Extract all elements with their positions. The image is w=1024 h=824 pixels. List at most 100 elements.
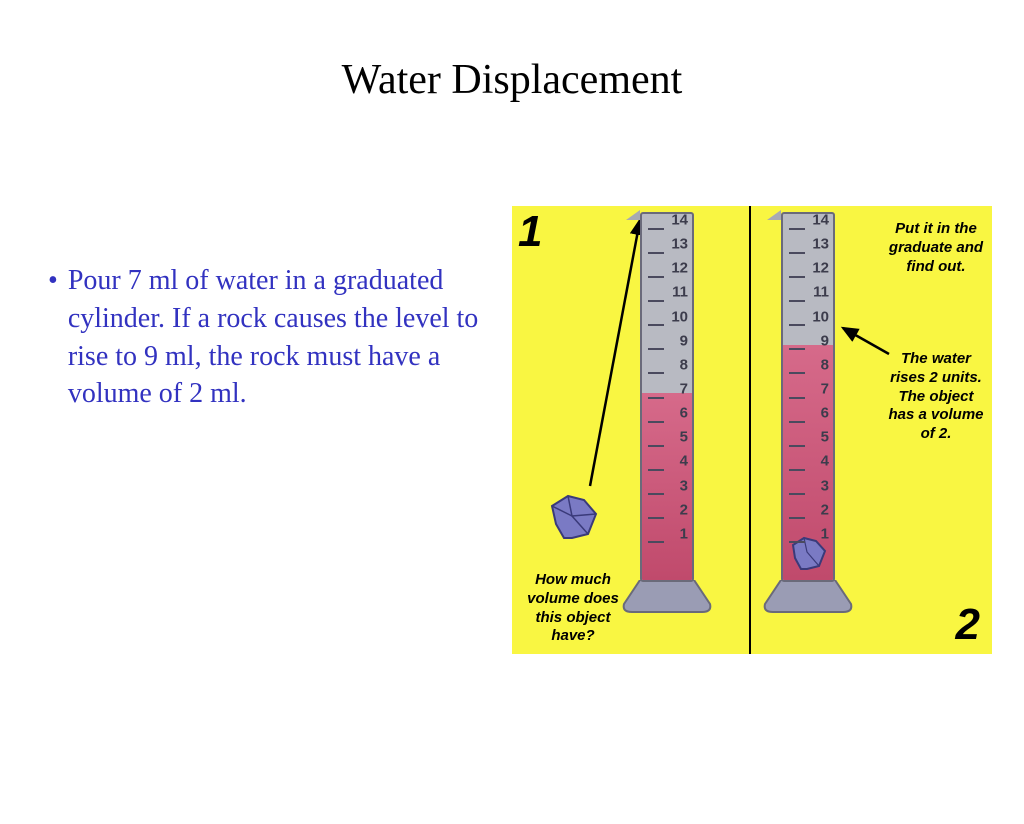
tick-label: 10 [671, 308, 688, 325]
graduated-cylinder-2: 14 13 12 11 10 9 8 7 6 5 4 3 2 1 [781, 212, 835, 614]
panel-1-number: 1 [518, 207, 542, 257]
tick-label: 6 [821, 405, 829, 422]
tick-mark: 5 [783, 445, 833, 446]
panel-2: 14 13 12 11 10 9 8 7 6 5 4 3 2 1 Put it in the gradua… [753, 206, 992, 654]
tick-line [789, 397, 805, 399]
tick-mark: 14 [642, 228, 692, 229]
tick-line [648, 541, 664, 543]
cylinder-spout [767, 210, 781, 220]
tick-line [648, 397, 664, 399]
tick-label: 3 [680, 477, 688, 494]
tick-line [789, 348, 805, 350]
tick-mark: 13 [642, 252, 692, 253]
tick-label: 12 [671, 260, 688, 277]
panel-1: 1 14 13 12 11 10 9 8 7 6 5 4 3 2 1 [512, 206, 751, 654]
tick-line [648, 276, 664, 278]
tick-line [648, 252, 664, 254]
bullet-item: • Pour 7 ml of water in a graduated cyli… [48, 262, 505, 413]
tick-mark: 8 [783, 373, 833, 374]
tick-label: 13 [671, 236, 688, 253]
text-column: • Pour 7 ml of water in a graduated cyli… [0, 206, 505, 413]
tick-label: 4 [821, 453, 829, 470]
tick-line [789, 445, 805, 447]
tick-label: 4 [680, 453, 688, 470]
tick-line [789, 469, 805, 471]
tick-mark: 2 [783, 518, 833, 519]
tick-mark: 8 [642, 373, 692, 374]
cylinder-spout [626, 210, 640, 220]
tick-label: 2 [680, 501, 688, 518]
tick-label: 1 [680, 525, 688, 542]
cylinder-tube: 14 13 12 11 10 9 8 7 6 5 4 3 2 1 [781, 212, 835, 582]
tick-label: 10 [812, 308, 829, 325]
tick-mark: 7 [783, 397, 833, 398]
tick-label: 8 [680, 356, 688, 373]
tick-line [648, 300, 664, 302]
graduated-cylinder-1: 14 13 12 11 10 9 8 7 6 5 4 3 2 1 [640, 212, 694, 614]
tick-mark: 12 [642, 276, 692, 277]
tick-mark: 4 [783, 469, 833, 470]
tick-label: 13 [812, 236, 829, 253]
rock-object-1 [550, 494, 598, 540]
tick-label: 12 [812, 260, 829, 277]
tick-label: 9 [680, 332, 688, 349]
tick-line [648, 324, 664, 326]
tick-line [648, 372, 664, 374]
tick-mark: 2 [642, 518, 692, 519]
cylinder-base [763, 580, 853, 614]
tick-mark: 9 [783, 349, 833, 350]
tick-line [789, 421, 805, 423]
tick-line [789, 541, 805, 543]
tick-label: 11 [813, 284, 829, 301]
tick-mark: 13 [783, 252, 833, 253]
cylinder-base [622, 580, 712, 614]
tick-mark: 9 [642, 349, 692, 350]
panel-1-caption: How much volume does this object have? [518, 571, 628, 646]
tick-mark: 6 [783, 421, 833, 422]
bullet-text: Pour 7 ml of water in a graduated cylind… [68, 262, 505, 413]
tick-line [789, 300, 805, 302]
tick-label: 5 [821, 429, 829, 446]
tick-label: 8 [821, 356, 829, 373]
tick-mark: 3 [783, 494, 833, 495]
panel-2-caption-result: The water rises 2 units. The object has … [886, 350, 986, 444]
tick-line [789, 517, 805, 519]
tick-mark: 10 [642, 325, 692, 326]
tick-line [648, 421, 664, 423]
tick-label: 6 [680, 405, 688, 422]
tick-mark: 5 [642, 445, 692, 446]
tick-label: 14 [812, 212, 829, 229]
arrow-to-level [839, 324, 893, 358]
tick-mark: 1 [783, 542, 833, 543]
tick-label: 7 [821, 381, 829, 398]
tick-mark: 6 [642, 421, 692, 422]
tick-label: 3 [821, 477, 829, 494]
tick-line [789, 252, 805, 254]
tick-line [648, 517, 664, 519]
tick-label: 7 [680, 381, 688, 398]
bullet-marker: • [48, 262, 58, 413]
tick-line [648, 445, 664, 447]
tick-line [789, 228, 805, 230]
tick-label: 2 [821, 501, 829, 518]
tick-line [789, 372, 805, 374]
tick-mark: 12 [783, 276, 833, 277]
tick-label: 9 [821, 332, 829, 349]
tick-label: 11 [672, 284, 688, 301]
tick-mark: 3 [642, 494, 692, 495]
page-title: Water Displacement [0, 56, 1024, 104]
panel-2-number: 2 [956, 600, 980, 650]
tick-line [648, 348, 664, 350]
tick-label: 5 [680, 429, 688, 446]
tick-line [648, 469, 664, 471]
tick-mark: 14 [783, 228, 833, 229]
content-area: • Pour 7 ml of water in a graduated cyli… [0, 206, 1024, 413]
panel-2-caption-top: Put it in the graduate and find out. [886, 220, 986, 276]
tick-line [789, 493, 805, 495]
tick-mark: 4 [642, 469, 692, 470]
cylinder-tube: 14 13 12 11 10 9 8 7 6 5 4 3 2 1 [640, 212, 694, 582]
tick-line [789, 276, 805, 278]
tick-mark: 11 [783, 300, 833, 301]
tick-line [648, 228, 664, 230]
tick-mark: 10 [783, 325, 833, 326]
